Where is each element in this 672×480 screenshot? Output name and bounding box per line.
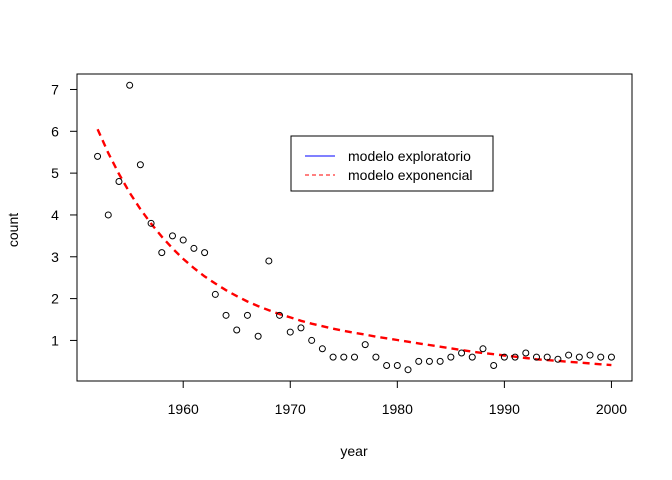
- data-point: [265, 257, 273, 265]
- data-point: [115, 177, 123, 185]
- data-point: [233, 326, 241, 334]
- data-point: [308, 336, 316, 344]
- data-point: [318, 345, 326, 353]
- data-point: [447, 353, 455, 361]
- data-point: [254, 332, 262, 340]
- data-point: [211, 290, 219, 298]
- data-point: [340, 353, 348, 361]
- legend-label-exploratorio: modelo exploratorio: [348, 148, 471, 164]
- data-point: [372, 353, 380, 361]
- data-point: [404, 366, 412, 374]
- x-tick-label: 2000: [596, 401, 627, 417]
- data-point: [425, 357, 433, 365]
- data-point: [104, 211, 112, 219]
- data-point: [94, 152, 102, 160]
- x-tick-label: 1970: [275, 401, 306, 417]
- y-tick-label: 1: [51, 332, 59, 348]
- y-tick-label: 6: [51, 123, 59, 139]
- data-point: [190, 244, 198, 252]
- data-point: [458, 349, 466, 357]
- data-point: [383, 362, 391, 370]
- y-tick-label: 3: [51, 249, 59, 265]
- data-point: [222, 311, 230, 319]
- data-point: [201, 249, 209, 257]
- data-point: [597, 353, 605, 361]
- data-points: [94, 81, 615, 374]
- data-point: [126, 81, 134, 89]
- y-tick-label: 7: [51, 81, 59, 97]
- data-point: [554, 355, 562, 363]
- plot-area: [76, 73, 633, 382]
- data-point: [533, 353, 541, 361]
- data-point: [575, 353, 583, 361]
- data-point: [286, 328, 294, 336]
- data-point: [543, 353, 551, 361]
- y-tick-label: 4: [51, 207, 59, 223]
- data-point: [361, 341, 369, 349]
- legend-label-exponencial: modelo exponencial: [348, 167, 473, 183]
- data-point: [500, 353, 508, 361]
- data-point: [351, 353, 358, 361]
- data-point: [511, 353, 519, 361]
- x-tick-label: 1990: [489, 401, 520, 417]
- axes: 1960 1970 1980 1990 2000 1 2 3 4 5 6 7: [51, 81, 627, 417]
- data-point: [329, 353, 337, 361]
- data-point: [607, 353, 615, 361]
- data-point: [243, 311, 251, 319]
- data-point: [393, 362, 401, 370]
- data-point: [565, 351, 573, 359]
- data-point: [276, 311, 284, 319]
- data-point: [468, 353, 476, 361]
- data-point: [136, 161, 144, 169]
- data-point: [522, 349, 530, 357]
- data-point: [490, 362, 498, 370]
- y-tick-label: 2: [51, 291, 59, 307]
- series-line-exponencial: [96, 128, 612, 367]
- data-point: [297, 324, 305, 332]
- data-point: [586, 351, 594, 359]
- legend-box: [290, 135, 494, 192]
- data-point: [479, 345, 487, 353]
- data-point: [179, 236, 187, 244]
- data-point: [168, 232, 176, 240]
- data-point: [158, 249, 166, 257]
- plot-frame: [76, 73, 633, 382]
- data-point: [415, 357, 423, 365]
- x-tick-label: 1960: [168, 401, 199, 417]
- x-axis-label: year: [340, 443, 368, 459]
- data-point: [436, 357, 444, 365]
- y-tick-label: 5: [51, 165, 59, 181]
- y-axis-label: count: [5, 213, 21, 247]
- legend: modelo exploratorio modelo exponencial: [290, 135, 494, 192]
- data-point: [147, 219, 155, 227]
- x-tick-label: 1980: [382, 401, 413, 417]
